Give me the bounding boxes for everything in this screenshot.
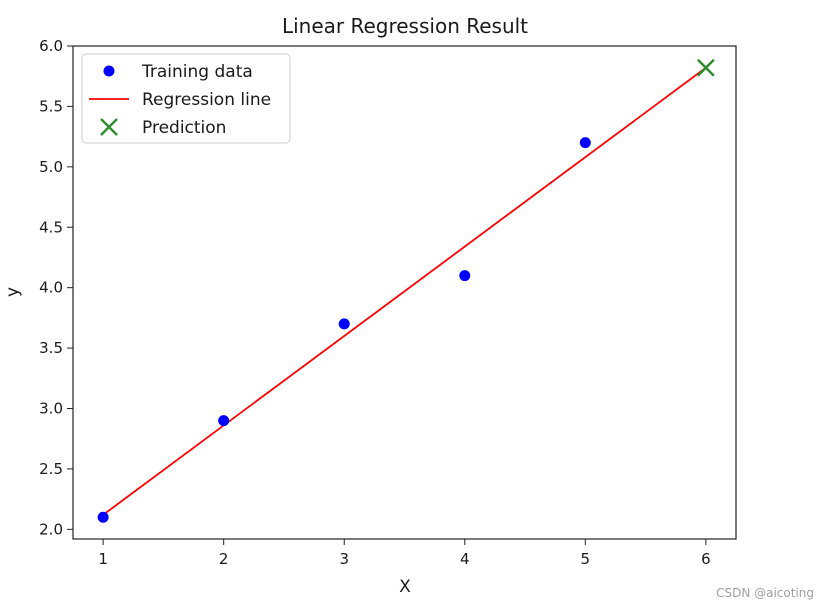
y-tick-label: 6.0 <box>39 37 63 55</box>
legend-label: Regression line <box>142 90 271 110</box>
watermark: CSDN @aicoting <box>716 586 814 600</box>
legend-marker-prediction <box>100 118 118 136</box>
training-data-point <box>459 270 471 282</box>
y-tick-label: 5.5 <box>39 97 63 115</box>
y-axis: 2.0 2.5 3.0 3.5 4.0 4.5 5.0 5.5 6.0 <box>39 37 73 538</box>
legend-marker-training-data <box>103 65 115 77</box>
x-tick-label: 4 <box>460 550 470 568</box>
y-axis-label: y <box>3 287 23 297</box>
x-axis: 1 2 3 4 5 6 <box>98 539 711 568</box>
series-layer <box>97 58 715 523</box>
legend-label: Training data <box>141 62 253 82</box>
y-tick-label: 4.0 <box>39 279 63 297</box>
y-tick-label: 2.0 <box>39 520 63 538</box>
y-tick-label: 5.0 <box>39 158 63 176</box>
legend-label: Prediction <box>142 118 226 138</box>
legend: Training data Regression line Prediction <box>81 53 291 144</box>
training-data-point <box>338 318 350 330</box>
regression-line <box>102 67 707 516</box>
x-tick-label: 2 <box>219 550 229 568</box>
legend-box <box>81 53 291 144</box>
x-tick-label: 1 <box>98 550 108 568</box>
x-tick-label: 6 <box>701 550 711 568</box>
y-tick-label: 3.5 <box>39 339 63 357</box>
prediction-marker <box>697 58 715 77</box>
training-data-point <box>218 415 230 427</box>
chart-title: Linear Regression Result <box>282 14 528 38</box>
x-tick-label: 5 <box>581 550 591 568</box>
x-axis-label: X <box>399 577 411 597</box>
y-tick-label: 2.5 <box>39 460 63 478</box>
x-tick-label: 3 <box>339 550 349 568</box>
training-data-point <box>97 511 109 523</box>
y-tick-label: 4.5 <box>39 218 63 236</box>
y-tick-label: 3.0 <box>39 400 63 418</box>
training-data-point <box>579 137 591 149</box>
